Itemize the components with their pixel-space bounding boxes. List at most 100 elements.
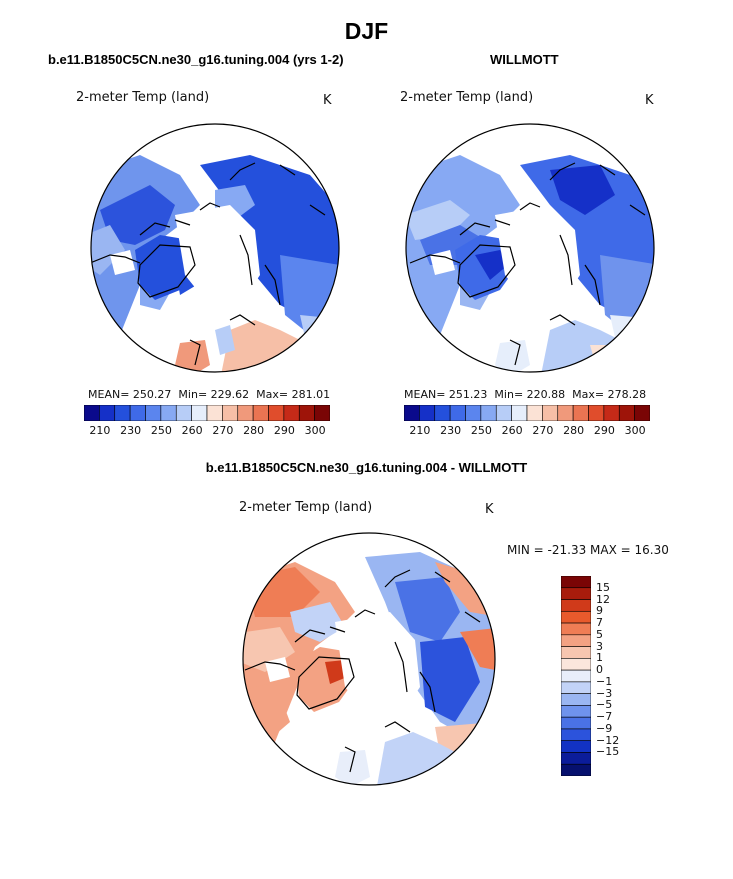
diff-colorbar-swatch xyxy=(561,728,591,742)
colorbar-tick-label: 300 xyxy=(624,424,646,437)
obs-max-label: Max= xyxy=(572,388,605,401)
diff-colorbar-swatch xyxy=(561,622,591,636)
colorbar-swatch xyxy=(419,405,436,421)
diff-colorbar-swatch xyxy=(561,752,591,765)
colorbar-swatch xyxy=(145,405,162,421)
colorbar-swatch xyxy=(222,405,239,421)
diff-colorbar-tick-label: 1 xyxy=(596,651,603,665)
colorbar-swatch xyxy=(283,405,300,421)
colorbar-swatch xyxy=(542,405,559,421)
diff-colorbar-swatch xyxy=(561,681,591,694)
colorbar-swatch xyxy=(465,405,482,421)
figure-title: DJF xyxy=(344,18,389,44)
panel-model-units: K xyxy=(323,93,332,108)
model-mean-label: MEAN= xyxy=(88,388,130,401)
panel-model-variable-label: 2-meter Temp (land) xyxy=(76,90,210,105)
diff-colorbar-tick-label: 12 xyxy=(596,592,610,606)
diff-colorbar-swatch xyxy=(561,634,591,647)
diff-colorbar-swatch xyxy=(561,599,591,612)
diff-colorbar-tick-label: −12 xyxy=(596,733,620,747)
diff-colorbar-swatch xyxy=(561,646,591,659)
colorbar-tick-label: 270 xyxy=(532,424,554,437)
model-min-label: Min= xyxy=(178,388,208,401)
colorbar-swatch xyxy=(84,405,100,421)
model-mean-value: 250.27 xyxy=(132,388,172,401)
diff-colorbar-swatch xyxy=(561,716,591,730)
obs-max-value: 278.28 xyxy=(607,388,647,401)
panel-diff-title: b.e11.B1850C5CN.ne30_g16.tuning.004 - WI… xyxy=(205,460,528,475)
colorbar-tick-label: 280 xyxy=(243,424,265,437)
diff-colorbar-tick-label: −3 xyxy=(596,686,613,700)
panel-model-title: b.e11.B1850C5CN.ne30_g16.tuning.004 (yrs… xyxy=(48,52,344,67)
colorbar-tick-label: 210 xyxy=(409,424,431,437)
colorbar-swatch xyxy=(588,405,605,421)
diff-colorbar-tick-label: 3 xyxy=(596,639,603,653)
obs-land-europe xyxy=(540,320,640,372)
model-max-value: 281.01 xyxy=(291,388,331,401)
panel-obs-colorbar-ticks: 210 230 250 260 270 280 290 300 xyxy=(404,424,650,438)
colorbar-swatch xyxy=(160,405,177,421)
colorbar-swatch xyxy=(557,405,574,421)
diff-colorbar-swatch xyxy=(561,693,591,706)
diff-colorbar-tick-label: −5 xyxy=(596,698,613,712)
colorbar-swatch xyxy=(99,405,116,421)
colorbar-tick-label: 230 xyxy=(440,424,462,437)
panel-diff-map xyxy=(242,532,496,786)
panel-model-colorbar-ticks: 210 230 250 260 270 280 290 300 xyxy=(84,424,330,438)
diff-colorbar-swatch xyxy=(561,587,591,600)
colorbar-swatch xyxy=(480,405,497,421)
colorbar-swatch xyxy=(206,405,223,421)
colorbar-tick-label: 290 xyxy=(593,424,615,437)
colorbar-swatch xyxy=(511,405,528,421)
colorbar-swatch xyxy=(298,405,315,421)
colorbar-swatch xyxy=(268,405,285,421)
panel-obs-colorbar xyxy=(404,405,650,421)
diff-colorbar-tick-label: 0 xyxy=(596,663,603,677)
diff-colorbar-swatch xyxy=(561,576,591,589)
colorbar-swatch xyxy=(191,405,208,421)
colorbar-swatch xyxy=(449,405,466,421)
colorbar-tick-label: 270 xyxy=(212,424,234,437)
model-max-label: Max= xyxy=(256,388,289,401)
obs-min-value: 220.88 xyxy=(526,388,566,401)
colorbar-swatch xyxy=(618,405,635,421)
panel-diff-range: MIN = -21.33 MAX = 16.30 xyxy=(507,543,669,557)
diff-colorbar-swatch xyxy=(561,610,591,624)
colorbar-swatch xyxy=(434,405,451,421)
obs-mean-value: 251.23 xyxy=(448,388,488,401)
panel-model-colorbar xyxy=(84,405,330,421)
panel-obs-map xyxy=(405,123,655,373)
colorbar-tick-label: 260 xyxy=(181,424,203,437)
colorbar-swatch xyxy=(634,405,650,421)
colorbar-swatch xyxy=(252,405,269,421)
colorbar-swatch xyxy=(129,405,146,421)
diff-colorbar-swatch xyxy=(561,763,591,776)
panel-obs-variable-label: 2-meter Temp (land) xyxy=(400,90,534,105)
panel-diff-colorbar-ticks: 15 12 9 7 5 3 1 0 −1 −3 −5 −7 −9 −12 −15 xyxy=(596,576,636,776)
panel-diff-variable-label: 2-meter Temp (land) xyxy=(239,500,373,515)
diff-colorbar-tick-label: −15 xyxy=(596,745,620,759)
colorbar-tick-label: 210 xyxy=(89,424,111,437)
colorbar-swatch xyxy=(114,405,131,421)
diff-land-europe xyxy=(375,732,480,785)
diff-colorbar-tick-label: 15 xyxy=(596,580,610,594)
diff-colorbar-tick-label: 7 xyxy=(596,616,603,630)
colorbar-swatch xyxy=(404,405,420,421)
diff-colorbar-tick-label: 9 xyxy=(596,604,603,618)
colorbar-tick-label: 250 xyxy=(150,424,172,437)
diff-colorbar-tick-label: −1 xyxy=(596,674,613,688)
panel-obs-units: K xyxy=(645,93,654,108)
colorbar-swatch xyxy=(314,405,330,421)
colorbar-swatch xyxy=(572,405,589,421)
diff-colorbar-swatch xyxy=(561,658,591,671)
panel-diff-colorbar xyxy=(561,576,591,776)
colorbar-swatch xyxy=(495,405,512,421)
colorbar-swatch xyxy=(603,405,620,421)
obs-min-label: Min= xyxy=(494,388,524,401)
diff-colorbar-tick-label: 5 xyxy=(596,627,603,641)
obs-mean-label: MEAN= xyxy=(404,388,446,401)
colorbar-swatch xyxy=(175,405,192,421)
panel-diff-units: K xyxy=(485,502,494,517)
colorbar-tick-label: 300 xyxy=(304,424,326,437)
diff-colorbar-tick-label: −7 xyxy=(596,710,613,724)
